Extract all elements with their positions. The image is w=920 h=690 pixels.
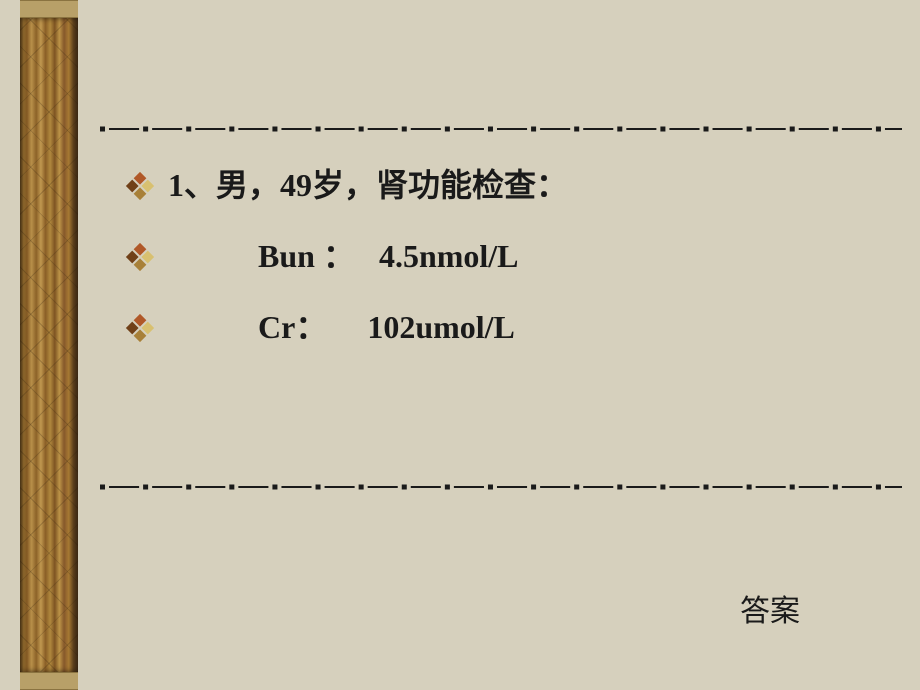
divider-top <box>100 122 902 124</box>
slide-content: 1、男，49岁，肾功能检查： Bun ： 4.5nmol/L Cr： 102um… <box>130 160 880 374</box>
sidebar-cap-bottom <box>20 672 78 690</box>
bullet-line-3: Cr： 102umol/L <box>130 302 880 353</box>
answer-link[interactable]: 答案 <box>740 586 800 630</box>
sidebar-cap-top <box>20 0 78 18</box>
decorative-sidebar <box>20 0 78 690</box>
divider-bottom <box>100 480 902 482</box>
sidebar-wood-texture <box>20 18 78 672</box>
line-3-text: Cr： 102umol/L <box>258 302 515 353</box>
bullet-icon <box>126 314 154 342</box>
bullet-line-2: Bun ： 4.5nmol/L <box>130 231 880 282</box>
line-2-text: Bun ： 4.5nmol/L <box>258 231 519 282</box>
bullet-line-1: 1、男，49岁，肾功能检查： <box>130 160 880 211</box>
line-1-text: 1、男，49岁，肾功能检查： <box>168 160 568 211</box>
bullet-icon <box>126 171 154 199</box>
bullet-icon <box>126 243 154 271</box>
